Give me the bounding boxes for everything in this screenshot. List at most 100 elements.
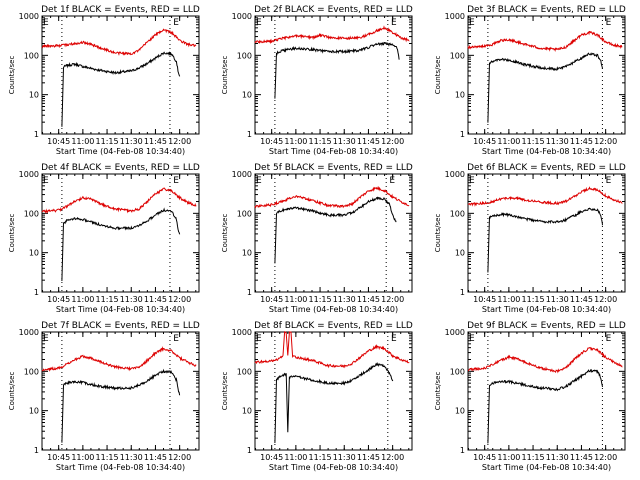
x-tick-label: 11:45: [570, 137, 593, 146]
e-marker-label: E: [469, 18, 475, 28]
y-tick-label: 1000: [445, 12, 465, 21]
y-tick-label: 100: [24, 367, 39, 376]
x-tick-label: 11:45: [357, 137, 380, 146]
events-series-line: [61, 51, 181, 127]
y-tick-label: 10: [455, 91, 465, 100]
plot-frame: [467, 15, 626, 135]
y-tick-label: 100: [450, 51, 465, 60]
y-tick-label: 100: [450, 209, 465, 218]
x-tick-label: 11:30: [120, 295, 143, 304]
y-axis-label: Counts/sec: [221, 372, 229, 411]
x-tick-label: 11:45: [570, 295, 593, 304]
lld-series-line: [41, 187, 197, 214]
lld-series-line: [467, 186, 623, 207]
x-axis-label: Start Time (04-Feb-08 10:34:40): [56, 305, 185, 314]
x-tick-label: 11:45: [144, 295, 167, 304]
x-tick-label: 11:15: [522, 453, 545, 462]
y-tick-label: 1: [34, 130, 39, 139]
y-axis-label: Counts/sec: [8, 372, 16, 411]
y-tick-label: 10: [29, 91, 39, 100]
y-tick-label: 100: [24, 51, 39, 60]
panel-title: Det 5f BLACK = Events, RED = LLD: [254, 163, 413, 173]
x-tick-label: 12:00: [381, 453, 404, 462]
e-marker-label: E: [606, 334, 612, 344]
y-tick-label: 1: [247, 446, 252, 455]
e-marker-label: E: [173, 18, 179, 28]
y-tick-label: 10: [29, 249, 39, 258]
events-series-line: [487, 368, 603, 444]
panel-title: Det 8f BLACK = Events, RED = LLD: [254, 321, 413, 331]
y-tick-label: 1000: [19, 328, 39, 337]
lld-series-line: [41, 28, 197, 56]
plot-frame: [467, 331, 626, 451]
y-tick-label: 10: [29, 407, 39, 416]
events-series-line: [61, 207, 181, 282]
x-tick-label: 10:45: [473, 295, 496, 304]
x-tick-label: 11:45: [357, 453, 380, 462]
y-axis-label: Counts/sec: [8, 56, 16, 95]
x-tick-label: 11:15: [309, 295, 332, 304]
x-tick-label: 11:00: [71, 295, 94, 304]
x-tick-label: 11:45: [144, 453, 167, 462]
panel-title: Det 3f BLACK = Events, RED = LLD: [467, 5, 626, 15]
x-tick-label: 10:45: [260, 453, 283, 462]
x-tick-label: 11:30: [333, 295, 356, 304]
x-tick-label: 11:45: [144, 137, 167, 146]
x-tick-label: 12:00: [381, 295, 404, 304]
x-tick-label: 11:00: [284, 295, 307, 304]
e-marker-label: E: [43, 176, 49, 186]
x-tick-label: 11:30: [333, 453, 356, 462]
panel-4: Det 4f BLACK = Events, RED = LLD Counts/s…: [8, 163, 200, 314]
x-tick-label: 10:45: [260, 295, 283, 304]
panel-title: Det 9f BLACK = Events, RED = LLD: [467, 321, 626, 331]
y-tick-label: 1: [247, 130, 252, 139]
x-tick-label: 11:00: [71, 137, 94, 146]
lld-series-line: [254, 25, 410, 45]
y-axis-label: Counts/sec: [434, 214, 442, 253]
x-axis-label: Start Time (04-Feb-08 10:34:40): [269, 147, 398, 156]
x-axis-label: Start Time (04-Feb-08 10:34:40): [56, 463, 185, 472]
events-series-line: [274, 196, 397, 264]
panel-8: Det 8f BLACK = Events, RED = LLD Counts/s…: [221, 321, 413, 472]
e-marker-label: E: [469, 176, 475, 186]
plot-frame: [41, 15, 200, 135]
x-tick-label: 11:15: [522, 137, 545, 146]
y-axis-label: Counts/sec: [221, 56, 229, 95]
lld-series-line: [254, 185, 410, 209]
x-axis-label: Start Time (04-Feb-08 10:34:40): [482, 147, 611, 156]
y-tick-label: 1000: [19, 12, 39, 21]
x-tick-label: 11:00: [497, 295, 520, 304]
panel-7: Det 7f BLACK = Events, RED = LLD Counts/s…: [8, 321, 200, 472]
x-tick-label: 11:15: [522, 295, 545, 304]
e-marker-label: E: [43, 18, 49, 28]
y-tick-label: 10: [455, 407, 465, 416]
x-tick-label: 11:30: [120, 453, 143, 462]
x-axis-label: Start Time (04-Feb-08 10:34:40): [482, 305, 611, 314]
x-tick-label: 10:45: [47, 137, 70, 146]
x-tick-label: 12:00: [594, 137, 617, 146]
panel-title: Det 2f BLACK = Events, RED = LLD: [254, 5, 413, 15]
x-tick-label: 10:45: [260, 137, 283, 146]
y-tick-label: 1000: [232, 12, 252, 21]
panel-5: Det 5f BLACK = Events, RED = LLD Counts/s…: [221, 163, 413, 314]
panel-title: Det 7f BLACK = Events, RED = LLD: [41, 321, 200, 331]
x-tick-label: 10:45: [473, 453, 496, 462]
plot-frame: [254, 15, 413, 135]
events-series-line: [61, 368, 181, 443]
x-tick-label: 11:15: [309, 453, 332, 462]
x-tick-label: 11:15: [309, 137, 332, 146]
x-tick-label: 11:00: [284, 137, 307, 146]
y-tick-label: 1000: [19, 170, 39, 179]
y-tick-label: 100: [237, 367, 252, 376]
y-tick-label: 10: [455, 249, 465, 258]
lld-series-line: [467, 30, 623, 53]
x-tick-label: 12:00: [168, 295, 191, 304]
panel-6: Det 6f BLACK = Events, RED = LLD Counts/s…: [434, 163, 626, 314]
lld-series-line: [254, 330, 410, 369]
x-tick-label: 11:00: [497, 453, 520, 462]
y-axis-label: Counts/sec: [221, 214, 229, 253]
y-tick-label: 100: [237, 209, 252, 218]
y-axis-label: Counts/sec: [434, 372, 442, 411]
e-marker-label: E: [173, 176, 179, 186]
y-tick-label: 10: [242, 407, 252, 416]
